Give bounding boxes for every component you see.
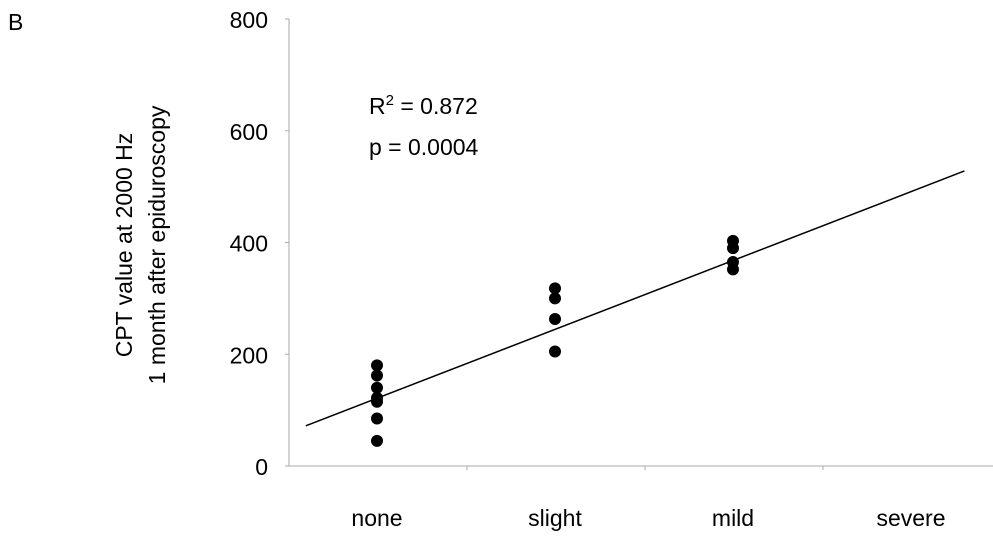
stats-annotation: R2 = 0.872 p = 0.0004 <box>369 92 479 160</box>
y-tick-label: 800 <box>230 7 268 33</box>
y-tick-label: 600 <box>230 119 268 145</box>
x-tick-label: slight <box>528 505 582 531</box>
x-tick-label: mild <box>712 505 754 531</box>
data-point <box>371 395 383 408</box>
data-point <box>549 313 561 326</box>
x-tick-label: severe <box>876 505 945 531</box>
x-tick-label: none <box>351 505 402 531</box>
data-point <box>371 381 383 394</box>
data-point <box>549 345 561 358</box>
y-ticks: 0 200 400 600 800 <box>230 7 289 480</box>
p-value-text: p = 0.0004 <box>369 134 479 160</box>
data-point <box>549 282 561 295</box>
panel-label: B <box>8 9 23 35</box>
data-point <box>371 412 383 425</box>
y-axis-label: CPT value at 2000 Hz 1 month after epidu… <box>111 105 170 384</box>
data-points <box>371 234 739 447</box>
regression-line-group <box>305 170 965 427</box>
y-axis-label-line-2: 1 month after epiduroscopy <box>144 105 170 384</box>
data-point <box>549 292 561 305</box>
axes <box>288 19 993 467</box>
data-point <box>727 242 739 255</box>
y-tick-label: 0 <box>255 454 268 480</box>
y-tick-label: 200 <box>230 342 268 368</box>
regression-line <box>305 170 965 427</box>
y-tick-label: 400 <box>230 231 268 257</box>
r-squared-text: R2 = 0.872 <box>369 92 478 119</box>
data-point <box>371 434 383 447</box>
data-point <box>371 359 383 372</box>
x-ticks: none slight mild severe <box>351 466 946 531</box>
data-point <box>371 369 383 382</box>
y-axis-label-line-1: CPT value at 2000 Hz <box>111 133 137 358</box>
data-point <box>727 263 739 276</box>
